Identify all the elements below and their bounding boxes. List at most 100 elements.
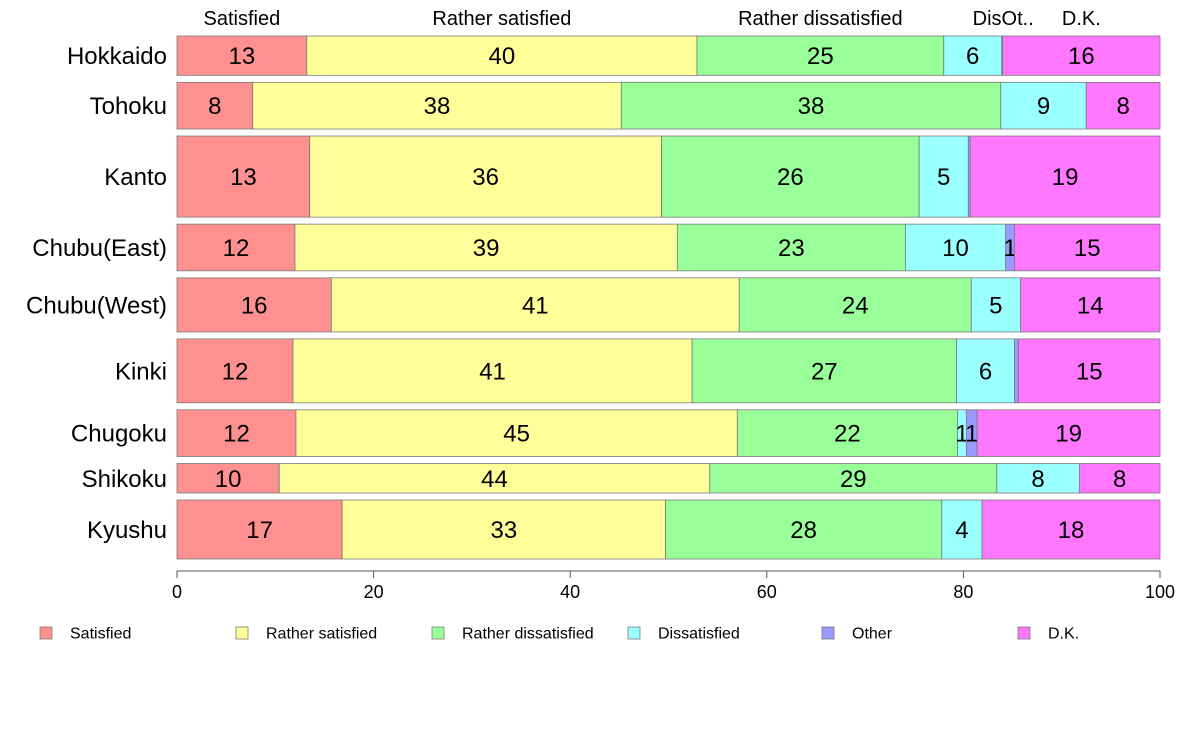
category-label-kyushu: Kyushu xyxy=(87,517,167,544)
bar-kanto-dissatisfied xyxy=(918,135,969,218)
bar-kyushu-rather-dissatisfied xyxy=(665,499,943,560)
bar-kinki-satisfied xyxy=(176,338,294,404)
legend-label-rather-satisfied: Rather satisfied xyxy=(266,626,377,643)
data-label-shikoku-d-k: 8 xyxy=(1113,466,1126,493)
data-label-tohoku-satisfied: 8 xyxy=(208,93,221,120)
data-label-chubu-east-dissatisfied: 10 xyxy=(942,235,969,262)
bar-chubu-east-d-k xyxy=(1014,223,1161,272)
data-label-chubu-east-satisfied: 12 xyxy=(223,235,250,262)
data-label-kinki-dissatisfied: 6 xyxy=(979,358,992,385)
bar-kanto-d-k xyxy=(969,135,1161,218)
bar-shikoku-rather-satisfied xyxy=(278,463,711,494)
x-tick-label-100: 100 xyxy=(1145,582,1175,602)
x-tick-label-40: 40 xyxy=(560,582,580,602)
data-label-kinki-rather-satisfied: 41 xyxy=(479,358,506,385)
bar-hokkaido-satisfied xyxy=(176,35,308,76)
bar-chubu-east-rather-dissatisfied xyxy=(676,223,906,272)
bar-chubu-east-satisfied xyxy=(176,223,296,272)
bar-kinki-d-k xyxy=(1018,338,1161,404)
bar-kinki-other xyxy=(1014,338,1019,404)
data-label-tohoku-d-k: 8 xyxy=(1116,93,1129,120)
data-label-chubu-west-d-k: 14 xyxy=(1077,292,1104,319)
bar-kanto-rather-satisfied xyxy=(309,135,663,218)
category-label-chubu-east: Chubu(East) xyxy=(32,235,167,262)
bar-kyushu-dissatisfied xyxy=(941,499,983,560)
bar-chubu-west-rather-satisfied xyxy=(330,277,740,333)
category-label-shikoku: Shikoku xyxy=(82,466,167,493)
data-label-shikoku-rather-dissatisfied: 29 xyxy=(840,466,867,493)
bar-chubu-west-satisfied xyxy=(176,277,332,333)
legend-label-dissatisfied: Dissatisfied xyxy=(658,626,740,643)
bar-chugoku-d-k xyxy=(976,409,1161,457)
bar-kyushu-satisfied xyxy=(176,499,343,560)
data-label-tohoku-rather-dissatisfied: 38 xyxy=(798,93,825,120)
bar-chubu-west-d-k xyxy=(1020,277,1161,333)
legend-label-rather-dissatisfied: Rather dissatisfied xyxy=(462,626,594,643)
data-label-kyushu-d-k: 18 xyxy=(1058,517,1085,544)
bar-chugoku-rather-satisfied xyxy=(295,409,738,457)
bar-tohoku-satisfied xyxy=(176,81,254,130)
bar-chugoku-rather-dissatisfied xyxy=(736,409,958,457)
data-label-kyushu-rather-dissatisfied: 28 xyxy=(790,517,817,544)
bar-kyushu-rather-satisfied xyxy=(341,499,666,560)
data-label-kyushu-rather-satisfied: 33 xyxy=(490,517,517,544)
data-label-chubu-east-other: 1 xyxy=(1003,235,1016,262)
category-label-chubu-west: Chubu(West) xyxy=(26,292,167,319)
top-series-label-satisfied: Satisfied xyxy=(204,8,281,30)
data-label-chubu-east-rather-satisfied: 39 xyxy=(473,235,500,262)
x-tick-label-20: 20 xyxy=(364,582,384,602)
x-tick-label-80: 80 xyxy=(953,582,973,602)
bar-shikoku-d-k xyxy=(1078,463,1161,494)
data-label-hokkaido-rather-satisfied: 40 xyxy=(489,43,516,70)
data-label-kinki-rather-dissatisfied: 27 xyxy=(811,358,838,385)
legend-swatch-dissatisfied xyxy=(627,626,641,640)
data-label-chubu-west-satisfied: 16 xyxy=(241,292,268,319)
top-series-label-d-k: D.K. xyxy=(1062,8,1101,30)
top-series-label-disot: DisOt.. xyxy=(973,8,1034,30)
top-series-label-rather-satisfied: Rather satisfied xyxy=(432,8,571,30)
bar-hokkaido-d-k xyxy=(1002,35,1161,76)
data-label-chugoku-d-k: 19 xyxy=(1055,421,1082,448)
data-label-chugoku-other: 1 xyxy=(965,421,978,448)
data-label-chubu-west-rather-satisfied: 41 xyxy=(522,292,549,319)
x-tick-label-60: 60 xyxy=(757,582,777,602)
bar-kinki-rather-satisfied xyxy=(292,338,693,404)
bar-tohoku-rather-dissatisfied xyxy=(620,81,1002,130)
data-label-kanto-rather-dissatisfied: 26 xyxy=(777,164,804,191)
data-label-kyushu-satisfied: 17 xyxy=(246,517,273,544)
data-label-chubu-west-rather-dissatisfied: 24 xyxy=(842,292,869,319)
data-label-chugoku-satisfied: 12 xyxy=(223,421,250,448)
bar-chubu-west-rather-dissatisfied xyxy=(738,277,972,333)
category-label-kinki: Kinki xyxy=(115,358,167,385)
bar-kyushu-d-k xyxy=(981,499,1161,560)
legend-label-satisfied: Satisfied xyxy=(70,626,131,643)
legend-label-d-k: D.K. xyxy=(1048,626,1079,643)
bar-shikoku-rather-dissatisfied xyxy=(709,463,998,494)
legend-label-other: Other xyxy=(852,626,893,643)
data-label-chugoku-rather-dissatisfied: 22 xyxy=(834,421,861,448)
data-label-kinki-satisfied: 12 xyxy=(222,358,249,385)
legend-swatch-satisfied xyxy=(39,626,53,640)
category-label-hokkaido: Hokkaido xyxy=(67,43,167,70)
bar-kanto-satisfied xyxy=(176,135,311,218)
bar-tohoku-dissatisfied xyxy=(1000,81,1087,130)
bar-chubu-east-rather-satisfied xyxy=(294,223,678,272)
bar-shikoku-satisfied xyxy=(176,463,280,494)
bar-tohoku-rather-satisfied xyxy=(252,81,622,130)
data-label-shikoku-rather-satisfied: 44 xyxy=(481,466,508,493)
data-label-kanto-satisfied: 13 xyxy=(230,164,257,191)
category-label-chugoku: Chugoku xyxy=(71,421,167,448)
data-label-kanto-d-k: 19 xyxy=(1052,164,1079,191)
bar-chubu-west-dissatisfied xyxy=(970,277,1021,333)
x-tick-label-0: 0 xyxy=(172,582,182,602)
bar-kanto-rather-dissatisfied xyxy=(661,135,920,218)
data-label-chubu-east-rather-dissatisfied: 23 xyxy=(778,235,805,262)
data-label-tohoku-dissatisfied: 9 xyxy=(1037,93,1050,120)
data-label-chubu-west-dissatisfied: 5 xyxy=(989,292,1002,319)
data-label-shikoku-dissatisfied: 8 xyxy=(1031,466,1044,493)
data-label-hokkaido-rather-dissatisfied: 25 xyxy=(807,43,834,70)
bar-chubu-east-dissatisfied xyxy=(905,223,1007,272)
data-label-hokkaido-dissatisfied: 6 xyxy=(966,43,979,70)
legend-swatch-rather-dissatisfied xyxy=(431,626,445,640)
